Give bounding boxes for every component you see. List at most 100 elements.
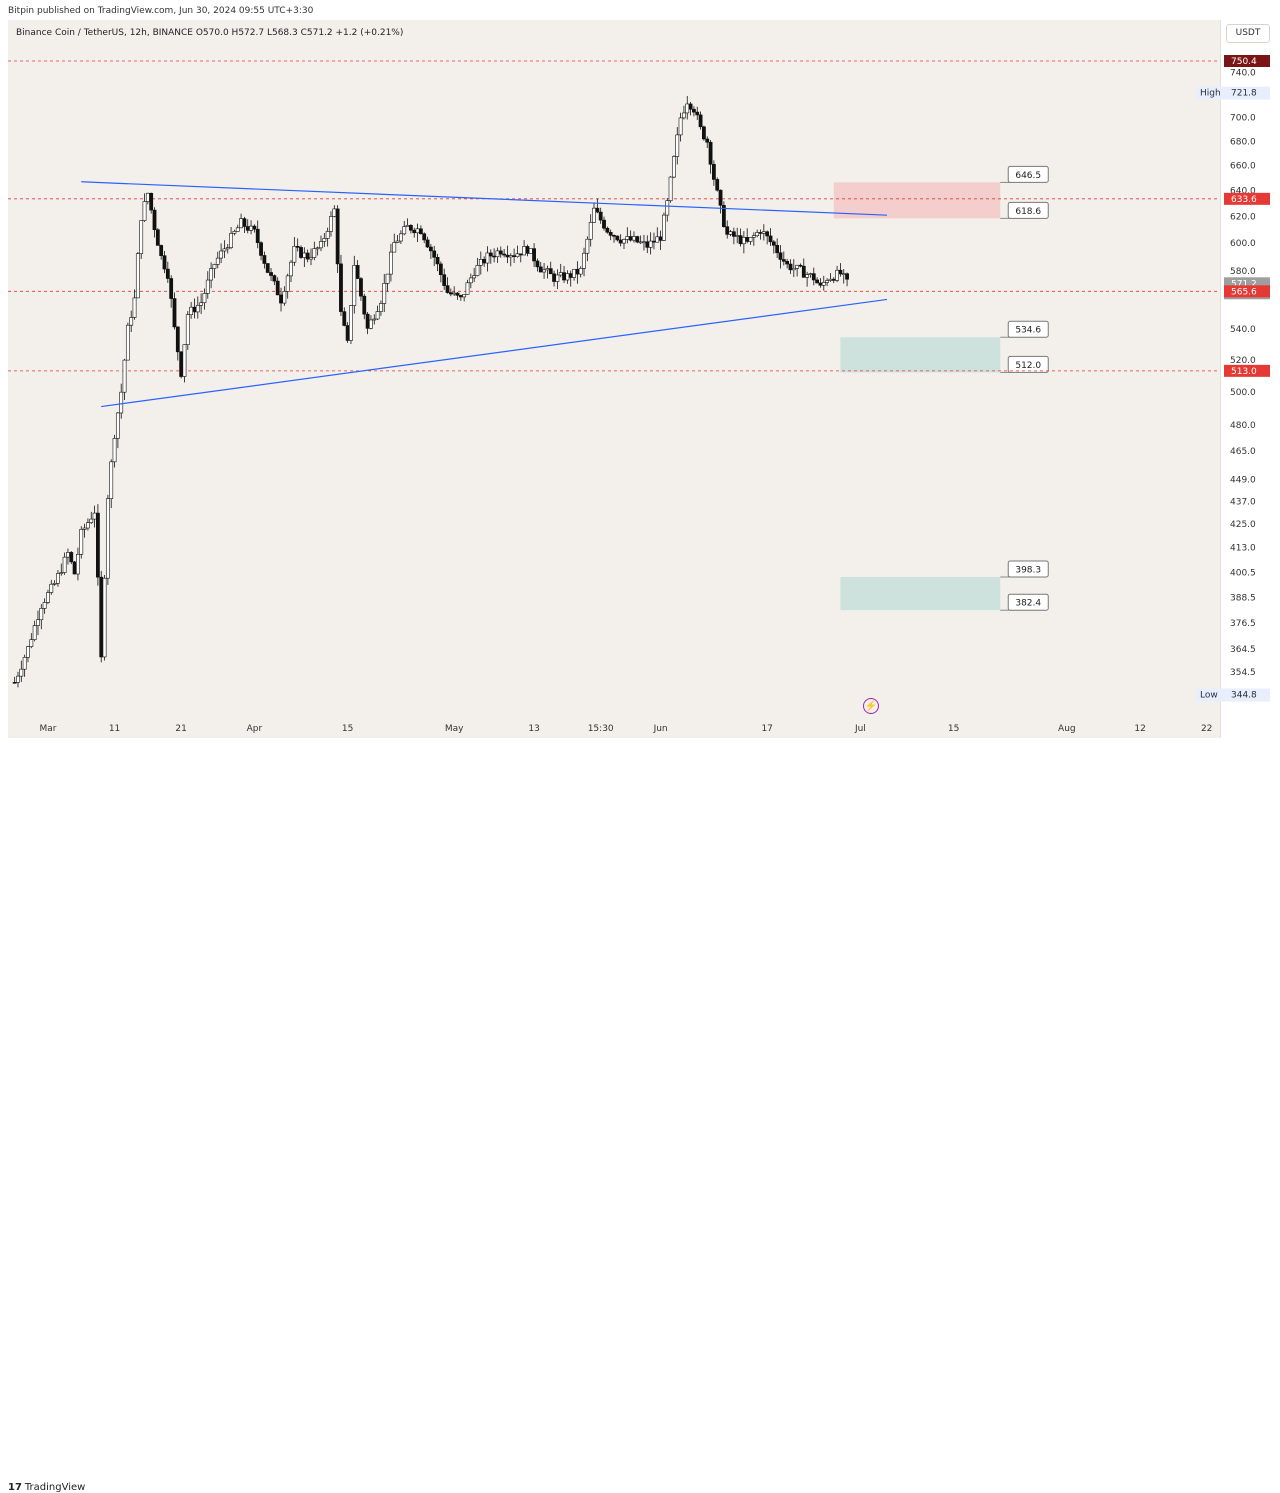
candle-body bbox=[365, 313, 370, 329]
x-tick-label: Jul bbox=[854, 724, 866, 734]
candle-body bbox=[389, 251, 393, 275]
candle-body bbox=[502, 253, 507, 256]
zone-callout-box bbox=[1007, 355, 1049, 373]
candle-body bbox=[622, 239, 626, 244]
candle-body bbox=[788, 263, 793, 271]
candle-body bbox=[562, 272, 566, 281]
price-label: 633.6 bbox=[1231, 195, 1257, 205]
y-tick-label: 660.0 bbox=[1230, 162, 1256, 172]
candle-body bbox=[438, 263, 443, 276]
y-tick-label: 500.0 bbox=[1230, 388, 1256, 398]
candle-body bbox=[778, 252, 783, 260]
candle-body bbox=[811, 273, 816, 281]
candle-body bbox=[195, 304, 200, 313]
tradingview-brand[interactable]: 17 TradingView bbox=[8, 1482, 85, 1493]
candle-body bbox=[672, 156, 676, 178]
candle-body bbox=[838, 269, 843, 275]
candle-body bbox=[545, 268, 550, 271]
candle-body bbox=[781, 259, 786, 262]
candle-body bbox=[615, 235, 620, 241]
candle-body bbox=[135, 253, 140, 299]
candle-body bbox=[152, 209, 157, 231]
chart-pane[interactable] bbox=[8, 20, 1220, 738]
zone-callout-label: 534.6 bbox=[1015, 326, 1041, 336]
price-axis[interactable] bbox=[1220, 20, 1280, 738]
candle-body bbox=[718, 189, 723, 206]
candle-body bbox=[738, 235, 743, 245]
y-tick-label: 354.5 bbox=[1230, 668, 1256, 678]
candle-body bbox=[755, 232, 760, 236]
candle-body bbox=[508, 255, 513, 258]
x-tick-label: 22 bbox=[1201, 724, 1212, 734]
chart-canvas[interactable]: 646.5 618.6 534.6 512.0 398.3 382.4 740.0 700.0… bbox=[0, 0, 1280, 763]
x-tick-label: 13 bbox=[528, 724, 539, 734]
candle-body bbox=[775, 244, 780, 254]
candle-body bbox=[295, 245, 300, 248]
y-tick-label: 465.0 bbox=[1230, 447, 1256, 457]
candle-body bbox=[705, 138, 710, 143]
candle-body bbox=[72, 561, 77, 575]
candle-body bbox=[172, 298, 177, 328]
candle-body bbox=[19, 668, 24, 677]
candle-body bbox=[538, 266, 543, 273]
lightning-icon[interactable]: ⚡ bbox=[863, 698, 879, 714]
candle-body bbox=[785, 261, 790, 265]
candle-body bbox=[332, 208, 337, 217]
candle-body bbox=[598, 211, 603, 221]
candle-body bbox=[139, 220, 144, 254]
candle-body bbox=[352, 265, 357, 306]
candle-body bbox=[678, 117, 683, 136]
zone-callout-box bbox=[1007, 593, 1049, 611]
candle-body bbox=[638, 241, 643, 244]
candle-body bbox=[182, 344, 187, 377]
zone-callout-label: 512.0 bbox=[1015, 361, 1041, 371]
candle-body bbox=[269, 272, 273, 276]
candle-body bbox=[125, 324, 130, 361]
candle-body bbox=[791, 268, 796, 271]
candle-body bbox=[285, 275, 290, 292]
candle-body bbox=[548, 268, 553, 275]
candle-body bbox=[399, 233, 403, 242]
candle-body bbox=[675, 134, 680, 157]
candle-body bbox=[322, 238, 327, 242]
candle-body bbox=[455, 292, 460, 296]
x-tick-label: 15 bbox=[948, 724, 959, 734]
x-tick-label: Jun bbox=[653, 724, 668, 734]
zone-callout-label: 646.5 bbox=[1015, 171, 1041, 181]
candle-body bbox=[602, 219, 606, 229]
candle-body bbox=[728, 231, 733, 235]
candle-body bbox=[625, 236, 630, 240]
candle-body bbox=[289, 261, 293, 277]
candle-body bbox=[259, 242, 263, 256]
candle-body bbox=[162, 255, 167, 270]
currency-button[interactable]: USDT bbox=[1226, 24, 1270, 43]
candle-body bbox=[86, 522, 90, 529]
y-tick-label: 600.0 bbox=[1230, 239, 1256, 249]
candle-body bbox=[818, 282, 823, 286]
candle-body bbox=[685, 103, 690, 114]
x-tick-label: 12 bbox=[1134, 724, 1145, 734]
candle-body bbox=[835, 269, 839, 281]
candle-body bbox=[26, 646, 30, 658]
candle-body bbox=[165, 268, 170, 279]
zone-callout-label: 382.4 bbox=[1015, 599, 1041, 609]
candle-body bbox=[66, 552, 70, 558]
candle-body bbox=[109, 461, 114, 499]
candle-body bbox=[115, 412, 120, 439]
candle-body bbox=[428, 246, 433, 252]
candle-body bbox=[192, 306, 197, 313]
candle-body bbox=[588, 222, 593, 240]
candle-body bbox=[698, 114, 703, 128]
y-tick-label: 413.0 bbox=[1230, 543, 1256, 553]
zone-callout-box bbox=[1007, 165, 1049, 183]
candle-body bbox=[821, 282, 826, 286]
y-tick-label: 480.0 bbox=[1230, 421, 1256, 431]
candle-body bbox=[232, 231, 237, 234]
candle-body bbox=[412, 229, 417, 234]
candle-body bbox=[29, 639, 34, 647]
candle-body bbox=[405, 225, 410, 228]
y-tick-label: 680.0 bbox=[1230, 137, 1256, 147]
price-label-box bbox=[1224, 192, 1270, 205]
candle-body bbox=[272, 275, 277, 282]
candle-body bbox=[532, 248, 536, 262]
